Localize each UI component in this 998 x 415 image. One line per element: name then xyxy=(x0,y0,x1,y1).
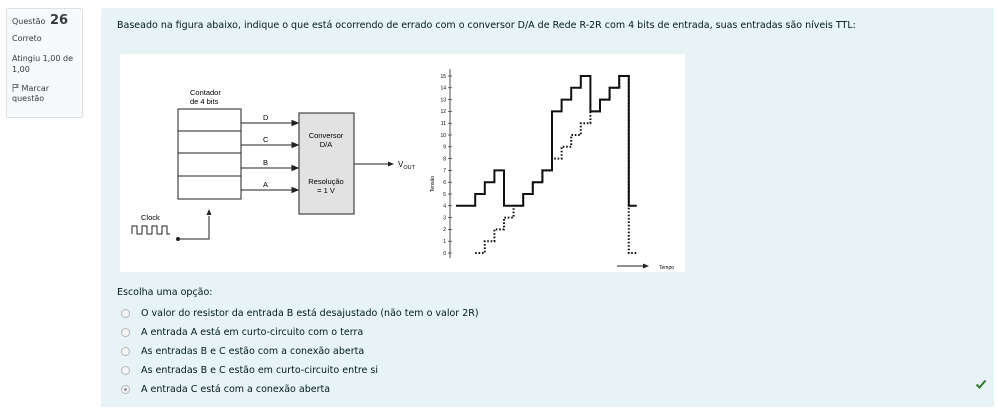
resolution-label-2: = 1 V xyxy=(317,186,335,195)
bit-label-a: A xyxy=(263,180,268,189)
question-text: Baseado na figura abaixo, indique o que … xyxy=(117,20,856,31)
question-info: Questão 26 Correto Atingiu 1,00 de 1,00 … xyxy=(6,8,83,118)
radio-button[interactable] xyxy=(121,328,130,337)
clock-line xyxy=(176,209,212,241)
option-label: O valor do resistor da entrada B está de… xyxy=(141,308,479,319)
y-tick-label: 0 xyxy=(443,251,446,257)
option-2[interactable]: As entradas B e C estão com a conexão ab… xyxy=(121,342,479,361)
bit-label-c: C xyxy=(263,135,269,144)
option-label: A entrada A está em curto-circuito com o… xyxy=(141,327,364,338)
y-tick-label: 2 xyxy=(443,227,446,233)
check-icon xyxy=(975,379,987,389)
expected-output-waveform xyxy=(475,75,637,254)
bit-lines xyxy=(241,119,300,194)
flag-icon xyxy=(12,84,20,92)
option-label: As entradas B e C estão com a conexão ab… xyxy=(141,346,365,357)
radio-button[interactable] xyxy=(121,347,130,356)
converter-block xyxy=(298,112,355,215)
y-tick-label: 10 xyxy=(440,133,446,139)
y-tick-label: 3 xyxy=(443,215,446,221)
radio-button[interactable] xyxy=(121,366,130,375)
y-tick-label: 5 xyxy=(443,192,446,198)
answer-options: O valor do resistor da entrada B está de… xyxy=(121,304,479,399)
converter-label-2: D/A xyxy=(320,140,333,149)
x-axis-label: Tempo xyxy=(659,265,674,271)
option-label: As entradas B e C estão em curto-circuit… xyxy=(141,365,378,376)
question-content: Baseado na figura abaixo, indique o que … xyxy=(101,8,994,407)
option-0[interactable]: O valor do resistor da entrada B está de… xyxy=(121,304,479,323)
converter-label-1: Conversor xyxy=(309,131,344,140)
actual-output-waveform xyxy=(456,75,637,207)
bit-label-b: B xyxy=(263,158,268,167)
y-axis-label: Tensão xyxy=(430,176,436,192)
vout-label: VOUT xyxy=(398,160,416,171)
y-tick-label: 1 xyxy=(443,239,446,245)
question-grade: Atingiu 1,00 de 1,00 xyxy=(12,54,74,74)
bit-label-d: D xyxy=(263,113,269,122)
y-tick-label: 14 xyxy=(440,86,446,92)
radio-button-selected[interactable] xyxy=(121,385,130,394)
counter-label-1: Contador xyxy=(190,88,221,97)
option-4[interactable]: A entrada C está com a conexão aberta xyxy=(121,380,479,399)
option-3[interactable]: As entradas B e C estão em curto-circuit… xyxy=(121,361,479,380)
question-state: Correto xyxy=(12,34,42,43)
counter-block xyxy=(177,108,242,200)
flag-question-link[interactable]: Marcar questão xyxy=(12,84,77,104)
y-tick-label: 4 xyxy=(443,204,446,210)
question-number-value: 26 xyxy=(49,13,69,28)
y-tick-label: 9 xyxy=(443,145,446,151)
y-tick-label: 12 xyxy=(440,109,446,115)
resolution-label-1: Resolução xyxy=(308,177,343,186)
question-figure: Contador de 4 bits D C B A Conversor D/A… xyxy=(120,54,685,272)
y-tick-label: 8 xyxy=(443,156,446,162)
y-tick-label: 11 xyxy=(441,121,446,127)
option-label: A entrada C está com a conexão aberta xyxy=(141,384,331,395)
option-1[interactable]: A entrada A está em curto-circuito com o… xyxy=(121,323,479,342)
question-number: Questão 26 xyxy=(12,13,77,28)
y-tick-label: 7 xyxy=(443,168,446,174)
options-prompt: Escolha uma opção: xyxy=(117,287,213,298)
y-tick-label: 13 xyxy=(440,97,446,103)
flag-label: Marcar questão xyxy=(12,84,50,103)
vout-arrow xyxy=(354,161,394,167)
circuit-and-waveform-diagram: Contador de 4 bits D C B A Conversor D/A… xyxy=(131,69,674,271)
time-arrow xyxy=(617,263,649,269)
y-tick-label: 6 xyxy=(443,180,446,186)
counter-label-2: de 4 bits xyxy=(190,97,219,106)
clock-label: Clock xyxy=(141,213,160,222)
y-tick-label: 15 xyxy=(440,74,446,80)
radio-button[interactable] xyxy=(121,309,130,318)
clock-icon xyxy=(131,225,170,235)
question-label: Questão xyxy=(12,17,46,26)
